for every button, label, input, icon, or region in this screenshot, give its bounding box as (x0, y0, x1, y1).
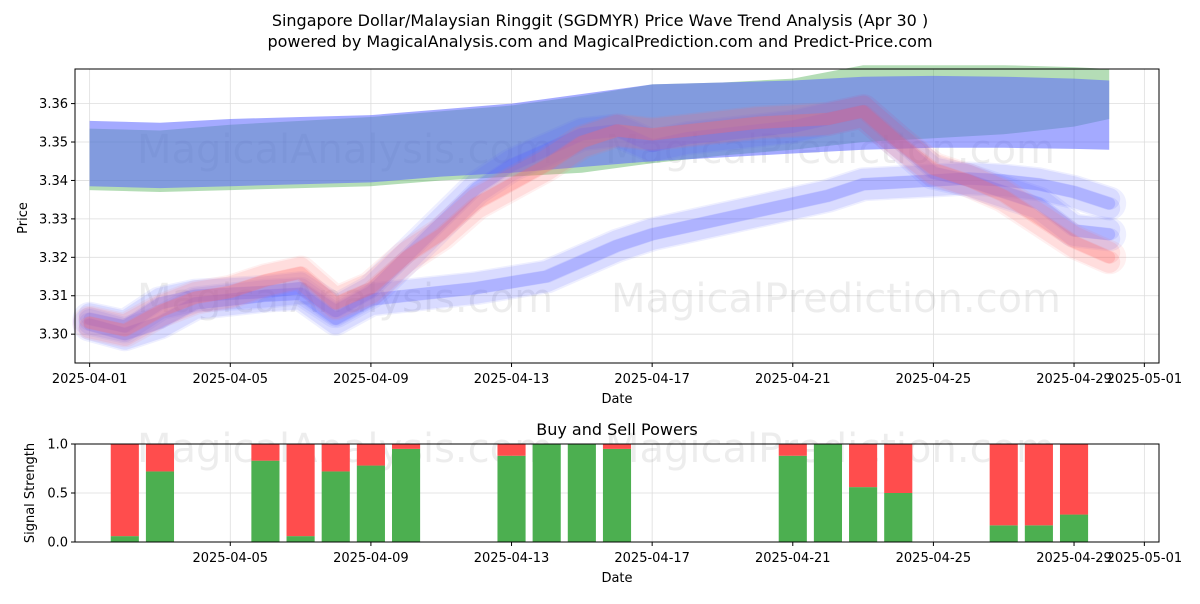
price-y-tick-label: 3.36 (39, 97, 68, 112)
wave-strand-blue (78, 162, 1121, 341)
sell-power-bar (391, 444, 421, 449)
price-y-tick-label: 3.31 (39, 289, 68, 304)
buy-power-bar (1024, 525, 1053, 542)
chart-title-line1: Singapore Dollar/Malaysian Ringgit (SGDM… (272, 11, 928, 30)
wave-strand-blue (83, 172, 1116, 341)
sell-power-bar (497, 444, 526, 456)
signal-bars (110, 444, 1089, 542)
price-y-tick-label: 3.32 (39, 251, 68, 266)
price-y-tick-label: 3.34 (39, 174, 68, 189)
price-x-tick-label: 2025-04-21 (755, 372, 831, 387)
signal-x-tick-label: 2025-04-05 (192, 551, 268, 566)
price-x-tick-label: 2025-04-25 (896, 372, 972, 387)
price-x-tick-label: 2025-04-13 (474, 372, 550, 387)
buy-power-bar (391, 448, 421, 542)
buy-power-bar (251, 460, 280, 542)
buy-power-bar (1059, 514, 1089, 542)
wave-strand-blue (72, 161, 1127, 352)
price-x-tick-label: 2025-04-05 (192, 372, 268, 387)
sell-power-bar (989, 444, 1018, 526)
wave-strand-red (72, 94, 1127, 348)
buy-power-bar (110, 536, 139, 542)
buy-power-bar (356, 465, 385, 542)
signal-plot-title: Buy and Sell Powers (536, 420, 698, 439)
signal-y-tick-label: 0.5 (47, 487, 68, 502)
buy-power-bar (497, 455, 526, 542)
signal-x-tick-label: 2025-04-25 (896, 551, 972, 566)
price-x-tick-label: 2025-04-17 (614, 372, 690, 387)
sell-power-bar (286, 444, 315, 537)
sell-power-bar (356, 444, 385, 466)
wave-strand-blue (78, 104, 1121, 343)
price-y-axis-label: Price (16, 202, 31, 234)
wave-strand-red (78, 104, 1121, 346)
price-wave-series (72, 65, 1127, 352)
buy-power-bar (602, 448, 632, 542)
buy-power-bar (567, 444, 596, 542)
wave-strand-blue (72, 94, 1127, 344)
price-plot: MagicalAnalysis.com MagicalPrediction.co… (16, 65, 1182, 407)
buy-power-bar (813, 444, 843, 542)
wave-strand-blue (83, 105, 1116, 333)
price-x-tick-label: 2025-04-01 (52, 372, 128, 387)
buy-power-bar (884, 493, 913, 542)
price-y-tick-label: 3.35 (39, 136, 68, 151)
signal-y-tick-label: 1.0 (47, 438, 68, 453)
chart-title-line2: powered by MagicalAnalysis.com and Magic… (267, 32, 932, 51)
sell-power-bar (321, 444, 350, 472)
sell-power-bar (145, 444, 175, 472)
price-axes: 2025-04-01 2025-04-05 2025-04-09 2025-04-13… (39, 97, 1182, 387)
price-x-tick-label: 2025-04-09 (333, 372, 409, 387)
buy-power-bar (286, 536, 315, 542)
sell-power-bar (1059, 444, 1089, 515)
buy-power-bar (989, 525, 1018, 542)
buy-power-bar (532, 444, 561, 542)
price-x-tick-label: 2025-04-29 (1036, 372, 1112, 387)
sell-power-bar (110, 444, 139, 537)
buy-power-bar (849, 487, 878, 542)
buy-power-bar (778, 455, 807, 542)
signal-x-tick-label: 2025-05-01 (1107, 551, 1183, 566)
watermark-analysis-bottom: MagicalAnalysis.com (137, 276, 553, 322)
price-y-tick-label: 3.33 (39, 212, 68, 227)
wave-strand-red (78, 95, 1121, 337)
signal-x-tick-label: 2025-04-29 (1036, 551, 1112, 566)
price-y-tick-label: 3.30 (39, 328, 68, 343)
signal-x-tick-label: 2025-04-13 (474, 551, 550, 566)
buy-power-bar (321, 471, 350, 542)
price-x-tick-label: 2025-05-01 (1107, 372, 1183, 387)
signal-plot: Buy and Sell Powers MagicalAnalysis.com … (23, 420, 1182, 586)
signal-y-axis-label: Signal Strength (23, 443, 38, 543)
signal-x-tick-label: 2025-04-09 (333, 551, 409, 566)
sell-power-bar (849, 444, 878, 488)
signal-x-tick-label: 2025-04-17 (614, 551, 690, 566)
sell-power-bar (778, 444, 807, 456)
sell-power-bar (884, 444, 913, 493)
signal-x-axis-label: Date (601, 571, 632, 586)
sell-power-bar (251, 444, 280, 461)
trend-band-blue (89, 75, 1110, 189)
watermark-prediction-bottom: MagicalPrediction.com (611, 276, 1061, 322)
signal-y-tick-label: 0.0 (47, 536, 68, 551)
buy-power-bar (145, 471, 175, 542)
sell-power-bar (1024, 444, 1053, 526)
signal-axes: 2025-04-05 2025-04-09 2025-04-13 2025-04-17… (47, 438, 1182, 567)
price-x-axis-label: Date (601, 392, 632, 407)
wave-strand-red (83, 105, 1116, 337)
wave-strand-blue (78, 95, 1121, 333)
wave-strand-blue (78, 172, 1121, 350)
signal-x-tick-label: 2025-04-21 (755, 551, 831, 566)
sell-power-bar (602, 444, 632, 449)
